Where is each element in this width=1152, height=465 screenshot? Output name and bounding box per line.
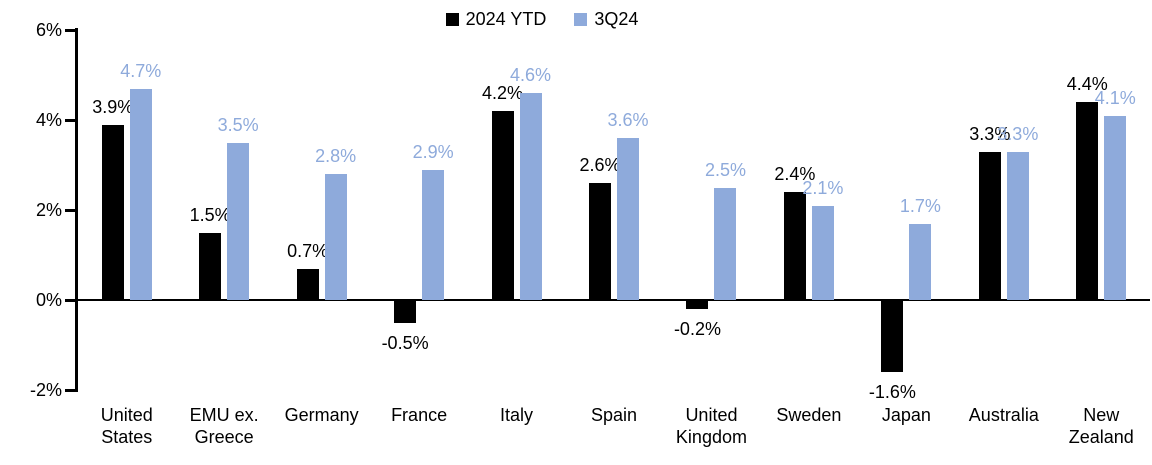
bar-value-label: -0.2%: [673, 319, 721, 339]
bar-value-label: -0.5%: [381, 332, 429, 353]
category-label: Italy: [500, 405, 534, 425]
bar-value-label: 2.8%: [315, 146, 357, 166]
bar-value-label: 2.9%: [412, 141, 454, 162]
bar: [519, 93, 542, 300]
bar-value-label: 2.1%: [802, 177, 844, 198]
category-label: EMU ex. Greece: [189, 405, 259, 447]
bar-value-label: 4.4%: [1066, 74, 1108, 94]
bar-value-label: 4.1%: [1094, 87, 1136, 108]
legend-item-2024-ytd: 2024 YTD: [445, 9, 547, 30]
bar: [714, 187, 737, 300]
category-label: France: [391, 405, 448, 425]
y-tick-label: 0%: [35, 290, 62, 310]
bar-value-label: 0.7%: [287, 240, 329, 261]
bar: [227, 142, 250, 300]
category-label: United States: [100, 405, 153, 447]
bar-value-label: 4.2%: [482, 83, 524, 103]
y-axis-line: [75, 28, 78, 392]
category-label: Japan: [881, 405, 931, 425]
category-label: Australia: [968, 405, 1039, 425]
x-axis-line: [75, 299, 1150, 301]
y-tick: [65, 29, 75, 32]
bar: [1006, 151, 1029, 300]
bar: [686, 300, 709, 309]
bar: [296, 268, 319, 300]
bar-value-label: 2.5%: [704, 159, 746, 180]
bar: [1104, 115, 1127, 300]
bar: [811, 205, 834, 300]
category-label: United Kingdom: [675, 405, 747, 447]
bar: [394, 300, 417, 323]
bar-value-label: 1.7%: [899, 195, 941, 216]
bar: [909, 223, 932, 300]
bar-value-label: 3.9%: [92, 96, 134, 117]
category-label: Sweden: [776, 405, 842, 425]
bar: [881, 300, 904, 372]
y-tick-label: -2%: [29, 380, 62, 400]
bar: [199, 232, 222, 300]
category-label: Germany: [284, 405, 359, 425]
legend-swatch-2024-ytd-icon: [445, 13, 459, 26]
legend-item-3q24: 3Q24: [574, 9, 638, 30]
bar-value-label: -1.6%: [868, 382, 916, 402]
bar: [589, 183, 611, 300]
category-label: New Zealand: [1068, 405, 1134, 447]
y-tick-label: 4%: [35, 110, 62, 130]
bar: [491, 111, 514, 300]
legend-label-2024-ytd: 2024 YTD: [465, 9, 547, 29]
y-tick: [65, 389, 75, 392]
bar: [101, 124, 124, 300]
legend-label-3q24: 3Q24: [594, 9, 639, 29]
bar: [783, 192, 806, 300]
bar: [1076, 102, 1099, 300]
bar-value-label: 3.6%: [607, 110, 649, 130]
y-tick-label: 2%: [35, 200, 62, 220]
y-tick-label: 6%: [35, 20, 62, 40]
bar-value-label: 2.6%: [579, 155, 621, 175]
bar-value-label: 3.3%: [997, 123, 1039, 144]
bar-value-label: 4.7%: [120, 60, 162, 81]
bar: [422, 169, 445, 300]
legend-swatch-3q24-icon: [574, 13, 588, 26]
bar-value-label: 3.5%: [217, 114, 259, 135]
bar: [617, 138, 639, 300]
category-label: Spain: [590, 405, 638, 425]
bar-value-label: 3.3%: [969, 123, 1011, 144]
y-tick: [65, 299, 75, 302]
y-tick: [65, 209, 75, 212]
bar-value-label: 4.6%: [510, 65, 552, 85]
y-tick: [65, 119, 75, 122]
legend: 2024 YTD 3Q24: [0, 9, 1118, 30]
bar: [978, 151, 1001, 300]
bar: [324, 174, 347, 300]
bar-value-label: 1.5%: [189, 204, 231, 225]
bar: [129, 88, 152, 300]
bar-value-label: 2.4%: [774, 164, 816, 184]
